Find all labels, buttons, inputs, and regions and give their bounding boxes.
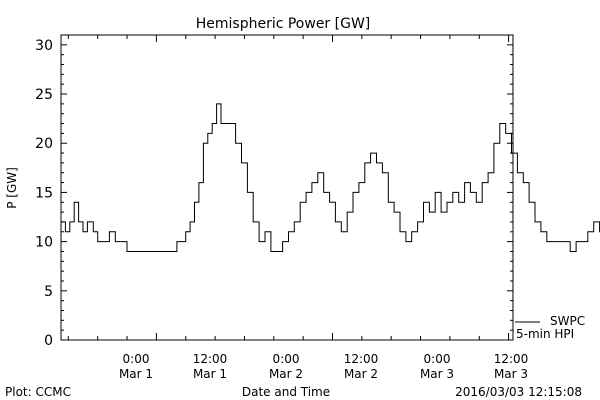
- y-tick-label: 10: [35, 235, 53, 251]
- x-tick-label-time: 0:00: [273, 352, 300, 366]
- x-tick-label-time: 0:00: [123, 352, 150, 366]
- y-axis-label: P [GW]: [5, 167, 19, 209]
- x-tick-label-time: 12:00: [193, 352, 228, 366]
- x-tick-label-date: Mar 2: [269, 367, 303, 381]
- plot-area: [60, 34, 514, 341]
- x-tick-label-date: Mar 3: [494, 367, 528, 381]
- y-tick-label: 25: [35, 87, 53, 103]
- x-tick-label-time: 12:00: [494, 352, 529, 366]
- chart-title: Hemispheric Power [GW]: [196, 16, 371, 32]
- legend-line2: 5-min HPI: [516, 327, 574, 341]
- footer-right: 2016/03/03 12:15:08: [455, 385, 582, 399]
- y-tick-label: 30: [35, 38, 53, 54]
- x-tick-label-time: 12:00: [344, 352, 379, 366]
- y-tick-label: 20: [35, 136, 53, 152]
- x-tick-label-date: Mar 2: [344, 367, 378, 381]
- series-line: [61, 103, 600, 252]
- y-tick-label: 5: [44, 284, 53, 300]
- x-tick-label-time: 0:00: [424, 352, 451, 366]
- x-tick-label-date: Mar 3: [420, 367, 454, 381]
- legend-line1: SWPC: [550, 314, 585, 328]
- y-axis-ticks: 0 5 10 15 20 25 30: [35, 34, 513, 349]
- footer-left: Plot: CCMC: [5, 385, 71, 399]
- y-tick-label: 15: [35, 185, 53, 201]
- x-tick-label-date: Mar 1: [119, 367, 153, 381]
- x-tick-label-date: Mar 1: [193, 367, 227, 381]
- y-tick-label: 0: [44, 333, 53, 349]
- x-axis-label: Date and Time: [242, 385, 330, 399]
